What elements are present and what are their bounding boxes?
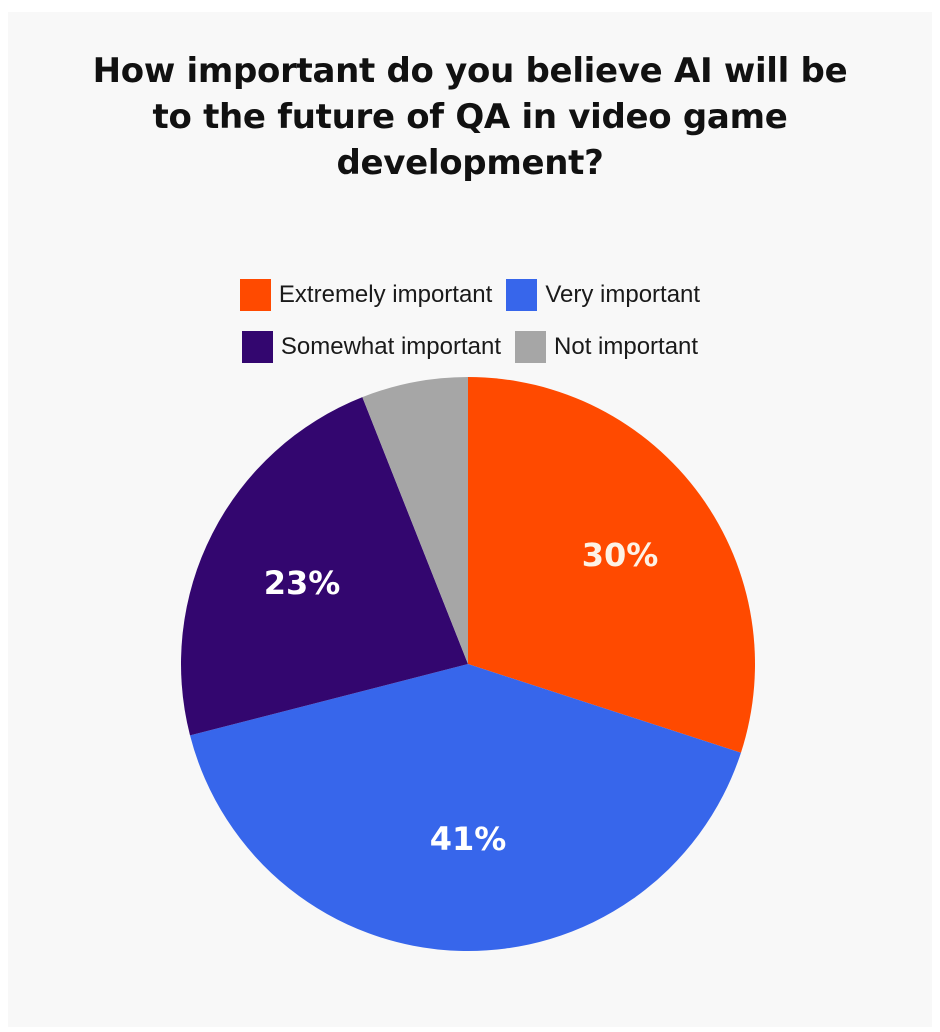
pie-slice-very-important <box>190 664 741 952</box>
title-line-2: to the future of QA in video game <box>152 97 788 137</box>
pie-slices <box>180 377 756 952</box>
chart-legend: Extremely important Very important Somew… <box>0 278 940 382</box>
legend-item-not-important: Not important <box>515 331 698 363</box>
legend-item-somewhat-important: Somewhat important <box>241 331 502 363</box>
pie-slice-not-important <box>362 377 468 664</box>
legend-item-very-important: Very important <box>506 279 700 311</box>
pie-slice-somewhat-important <box>180 397 468 736</box>
pie-slice-extremely-important <box>468 377 756 753</box>
chart-title: How important do you believe AI will be … <box>0 48 940 186</box>
legend-swatch-purple <box>241 331 273 363</box>
legend-swatch-gray <box>515 331 547 363</box>
legend-label: Very important <box>545 281 701 308</box>
title-line-3: development? <box>336 143 604 183</box>
legend-swatch-orange <box>239 279 271 311</box>
legend-label: Extremely important <box>278 281 493 308</box>
legend-row-2: Somewhat important Not important <box>0 330 940 364</box>
legend-row-1: Extremely important Very important <box>0 278 940 312</box>
legend-label: Somewhat important <box>280 333 502 360</box>
title-line-1: How important do you believe AI will be <box>92 51 848 91</box>
label-somewhat-important: 23% <box>264 564 341 602</box>
label-extremely-important: 30% <box>582 536 659 574</box>
legend-label: Not important <box>554 333 699 360</box>
legend-item-extremely-important: Extremely important <box>239 279 493 311</box>
label-very-important: 41% <box>430 820 507 858</box>
legend-swatch-blue <box>506 279 538 311</box>
